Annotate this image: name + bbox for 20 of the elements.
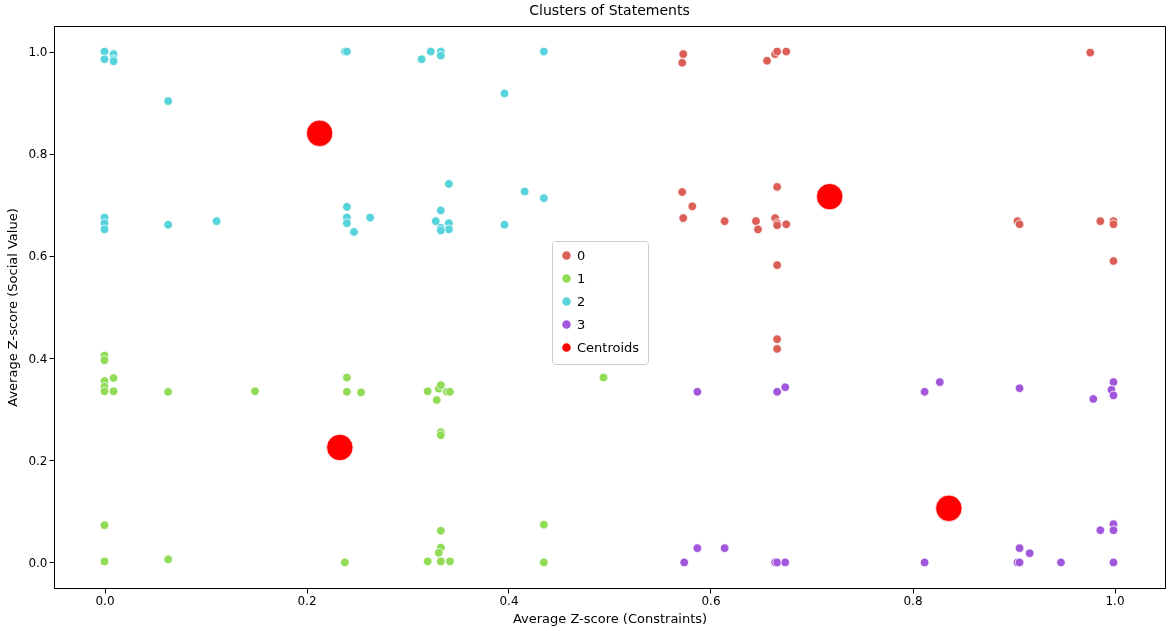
legend-label: Centroids: [577, 339, 640, 355]
legend-label: 2: [577, 293, 586, 309]
x-axis-title: Average Z-score (Constraints): [512, 610, 708, 626]
chart-title: Clusters of Statements: [529, 2, 690, 18]
legend-label: 0: [577, 247, 586, 263]
y-tick-label: 0.8: [28, 147, 48, 162]
legend-label: 3: [577, 316, 586, 332]
x-tick-label: 0.0: [95, 593, 115, 608]
y-tick-label: 1.0: [28, 45, 48, 60]
x-tick-label: 0.6: [701, 593, 721, 608]
y-axis-title: Average Z-score (Social Value): [5, 208, 21, 407]
x-tick-label: 1.0: [1105, 593, 1125, 608]
x-tick-label: 0.4: [499, 593, 519, 608]
legend-label: 1: [577, 270, 586, 286]
y-tick-label: 0.0: [28, 555, 48, 570]
y-tick-label: 0.6: [28, 249, 48, 264]
y-tick-label: 0.4: [28, 351, 48, 366]
y-tick-label: 0.2: [28, 453, 48, 468]
x-tick-label: 0.2: [297, 593, 317, 608]
x-tick-label: 0.8: [903, 593, 923, 608]
